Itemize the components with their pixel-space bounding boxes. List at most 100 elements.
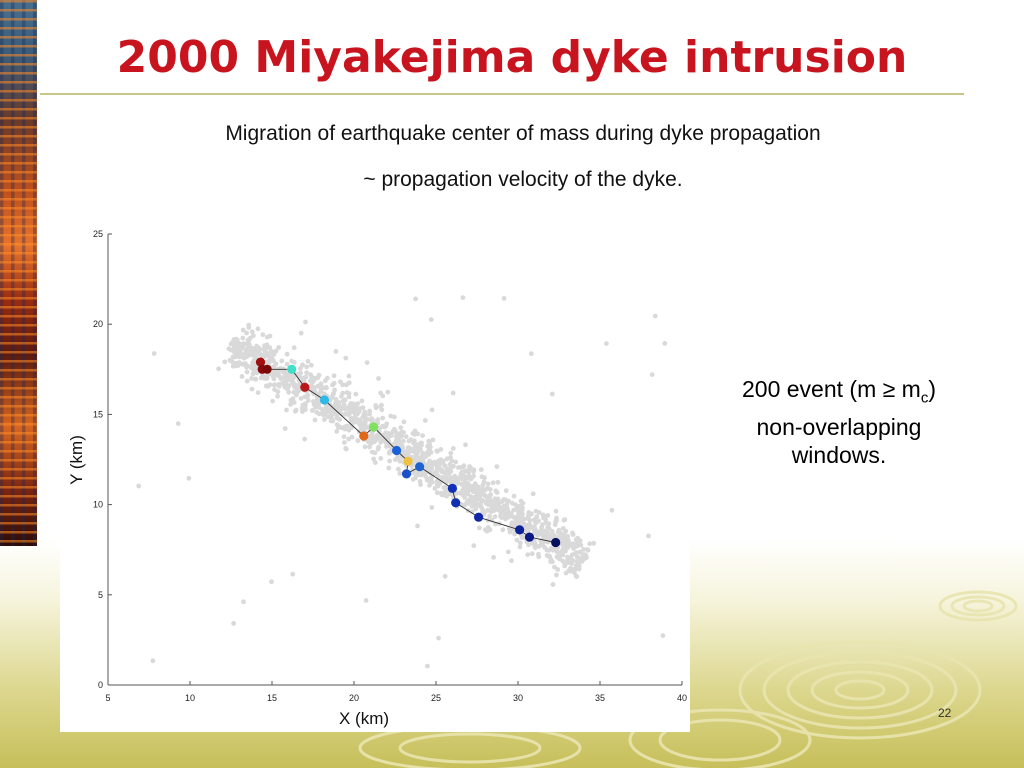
background-event-point (578, 542, 584, 548)
background-event-point (473, 506, 479, 512)
background-event-point (330, 382, 336, 388)
background-event-point (428, 317, 434, 322)
background-event-point (453, 459, 459, 465)
background-event-point (490, 480, 496, 486)
background-event-point (485, 485, 490, 491)
background-event-point (413, 296, 418, 302)
background-event-point (362, 422, 368, 427)
background-event-point (479, 474, 485, 480)
background-event-point (424, 477, 430, 483)
background-event-point (356, 409, 362, 414)
background-event-point (545, 524, 551, 530)
background-event-point (511, 507, 516, 513)
background-event-point (497, 504, 502, 510)
background-event-point (570, 541, 576, 547)
background-event-point (334, 422, 340, 428)
background-event-point (420, 458, 426, 464)
background-event-point (245, 337, 251, 343)
background-event-point (388, 413, 394, 419)
center-of-mass-point (403, 456, 413, 466)
background-event-point (336, 400, 342, 405)
background-event-point (402, 450, 407, 456)
background-event-point (504, 502, 510, 507)
background-event-point (387, 443, 393, 449)
background-event-point (511, 514, 516, 520)
background-event-point (322, 378, 328, 384)
background-event-point (503, 497, 508, 503)
background-event-point (301, 375, 307, 381)
background-event-point (579, 559, 585, 564)
x-tick-label: 30 (513, 693, 523, 703)
background-event-point (349, 434, 355, 440)
background-event-point (649, 372, 655, 377)
background-event-point (387, 458, 392, 464)
background-event-point (454, 475, 460, 481)
background-event-point (239, 374, 245, 379)
background-event-point (525, 552, 531, 558)
background-event-point (562, 517, 568, 522)
background-event-point (241, 599, 246, 605)
background-event-point (298, 396, 304, 401)
background-event-point (398, 425, 404, 430)
background-event-point (483, 501, 489, 506)
background-event-point (396, 466, 401, 472)
background-event-point (230, 340, 236, 345)
background-event-point (451, 463, 456, 469)
annotation-line-1: 200 event (m ≥ mc) (700, 375, 978, 413)
background-event-point (574, 554, 580, 560)
background-event-point (573, 563, 579, 569)
x-tick-label: 25 (431, 693, 441, 703)
background-event-point (491, 555, 496, 560)
annotation-line-3: windows. (791, 441, 887, 468)
background-event-point (543, 520, 549, 525)
background-event-point (534, 519, 540, 525)
background-event-point (333, 397, 339, 402)
background-event-point (431, 459, 437, 465)
background-event-point (290, 571, 296, 577)
background-event-point (323, 406, 329, 411)
background-event-point (314, 409, 320, 415)
center-of-mass-point (451, 498, 461, 508)
background-event-point (246, 350, 252, 356)
background-event-point (348, 404, 354, 410)
background-event-point (454, 480, 460, 486)
background-event-point (518, 540, 523, 546)
background-event-point (475, 502, 481, 508)
background-event-point (526, 542, 531, 548)
background-event-point (529, 551, 535, 557)
background-event-point (584, 555, 589, 560)
background-event-point (552, 522, 558, 528)
background-event-point (458, 465, 463, 470)
background-event-point (662, 341, 668, 346)
background-event-point (410, 431, 416, 436)
background-event-point (464, 500, 470, 505)
background-event-point (247, 342, 252, 348)
background-event-point (342, 440, 347, 445)
x-axis-label: X (km) (339, 709, 389, 728)
background-event-point (297, 366, 303, 371)
background-event-point (355, 418, 360, 424)
background-event-point (150, 658, 156, 664)
background-event-point (429, 407, 435, 413)
background-event-point (303, 319, 308, 325)
background-event-point (373, 405, 379, 411)
background-event-point (448, 450, 454, 456)
background-event-point (216, 366, 222, 372)
background-event-point (291, 345, 297, 351)
background-event-point (429, 505, 435, 510)
background-event-point (554, 518, 559, 524)
background-event-point (231, 621, 237, 626)
background-event-point (282, 426, 288, 431)
background-event-point (186, 475, 192, 481)
x-tick-label: 10 (185, 693, 195, 703)
center-of-mass-point (287, 364, 297, 374)
background-event-point (275, 393, 280, 399)
background-event-point (494, 490, 500, 495)
background-event-point (471, 499, 477, 505)
background-event-point (410, 476, 416, 482)
background-event-point (290, 376, 296, 382)
background-event-point (341, 401, 347, 407)
background-event-point (337, 417, 343, 422)
